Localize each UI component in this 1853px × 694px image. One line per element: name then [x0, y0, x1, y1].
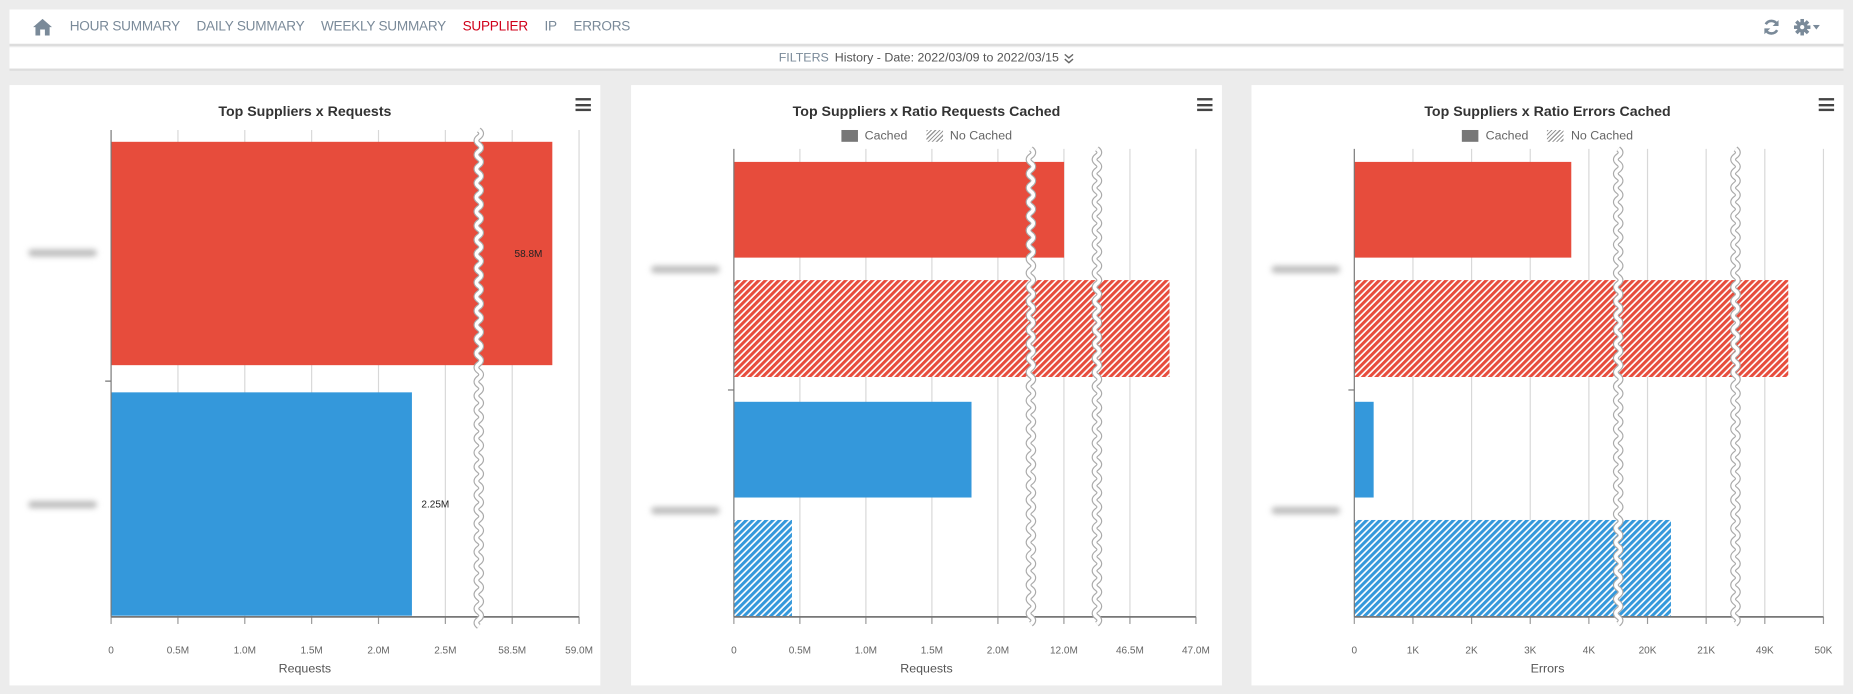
- bar: [733, 401, 972, 498]
- data-label: 2.25M: [421, 500, 449, 511]
- legend-item-cached[interactable]: Cached: [1461, 129, 1528, 143]
- category-label-redacted: [1271, 506, 1341, 515]
- x-tick-label: 0: [108, 646, 114, 657]
- bar: [111, 141, 553, 366]
- x-tick-label: 21K: [1697, 646, 1715, 657]
- x-tick-label: 2.5M: [434, 646, 456, 657]
- chart-requests: 0 0.5M 1.0M 1.5M 2.0M 2.5M 58.5M 59.0M 58.8M 2.25…: [28, 127, 593, 657]
- filters-bar[interactable]: FILTERS History - Date: 2022/03/09 to 20…: [9, 47, 1844, 71]
- x-tick-label: 0: [731, 646, 737, 657]
- x-tick-label: 59.0M: [565, 646, 593, 657]
- x-tick-label: 2.0M: [367, 646, 389, 657]
- nav-ip[interactable]: IP: [544, 19, 557, 34]
- category-label-redacted: [651, 506, 720, 515]
- bar: [1354, 161, 1572, 258]
- bar: [733, 519, 792, 617]
- chart-menu-icon[interactable]: [1818, 98, 1835, 112]
- nav-hour-summary[interactable]: HOUR SUMMARY: [69, 19, 180, 34]
- axis-break: [1092, 147, 1102, 626]
- x-tick-label: 1.5M: [921, 646, 943, 657]
- nav-supplier[interactable]: SUPPLIER: [462, 19, 529, 34]
- x-tick-label: 58.5M: [498, 646, 526, 657]
- chart-ratio-requests-cached: 0 0.5M 1.0M 1.5M 2.0M 12.0M 46.5M 47.0M: [651, 146, 1210, 657]
- nav-daily-summary[interactable]: DAILY SUMMARY: [196, 19, 305, 34]
- x-axis-label: Errors: [1530, 661, 1565, 676]
- bar: [733, 280, 1170, 377]
- x-axis-label: Requests: [900, 661, 953, 676]
- x-tick-label: 0: [1352, 646, 1358, 657]
- chart-panel-ratio-requests-cached: 0 0.5M 1.0M 1.5M 2.0M 12.0M 46.5M 47.0M Top Sup…: [631, 85, 1222, 686]
- x-tick-label: 1.5M: [300, 646, 322, 657]
- filters-summary: History - Date: 2022/03/09 to 2022/03/15: [834, 50, 1059, 65]
- chart-menu-icon[interactable]: [575, 98, 591, 112]
- data-label: 58.8M: [515, 249, 543, 260]
- top-nav: HOUR SUMMARY DAILY SUMMARY WEEKLY SUMMAR…: [9, 9, 1844, 47]
- chart-title: Top Suppliers x Ratio Errors Cached: [1424, 102, 1671, 120]
- x-tick-label: 49K: [1756, 646, 1774, 657]
- double-chevron-down-icon[interactable]: [1064, 53, 1075, 64]
- axis-break: [474, 128, 483, 628]
- x-tick-label: 46.5M: [1116, 646, 1144, 657]
- x-tick-label: 1.0M: [855, 646, 877, 657]
- x-tick-label: 1K: [1407, 646, 1420, 657]
- category-label-redacted: [28, 249, 97, 257]
- x-tick-label: 12.0M: [1050, 646, 1078, 657]
- filters-label: FILTERS: [778, 50, 829, 65]
- refresh-icon[interactable]: [1763, 18, 1780, 35]
- nav-weekly-summary[interactable]: WEEKLY SUMMARY: [320, 19, 447, 34]
- category-label-redacted: [1271, 265, 1341, 273]
- x-tick-label: 3K: [1524, 646, 1537, 657]
- x-tick-label: 0.5M: [789, 646, 811, 657]
- chart-ratio-errors-cached: 0 1K 2K 3K 4K 20K 21K 49K 50K: [1271, 146, 1833, 657]
- bar: [1354, 280, 1789, 377]
- chart-title: Top Suppliers x Requests: [218, 102, 392, 120]
- bar: [111, 392, 412, 616]
- legend-item-no-cached[interactable]: No Cached: [926, 129, 1012, 143]
- legend-item-no-cached[interactable]: No Cached: [1547, 129, 1633, 143]
- chart-panel-requests: 0 0.5M 1.0M 1.5M 2.0M 2.5M 58.5M 59.0M 58.8M 2.25…: [9, 85, 601, 686]
- nav-errors[interactable]: ERRORS: [573, 19, 631, 34]
- gear-icon: [1793, 18, 1811, 35]
- settings-dropdown[interactable]: [1793, 18, 1820, 35]
- chart-title: Top Suppliers x Ratio Requests Cached: [792, 102, 1061, 120]
- bar: [1354, 519, 1671, 617]
- x-tick-label: 0.5M: [167, 646, 189, 657]
- chart-menu-icon[interactable]: [1197, 98, 1213, 112]
- bar: [1354, 401, 1374, 498]
- x-tick-label: 47.0M: [1182, 646, 1210, 657]
- bar: [733, 161, 1065, 258]
- legend-item-cached[interactable]: Cached: [840, 129, 907, 143]
- x-tick-label: 1.0M: [234, 646, 256, 657]
- x-tick-label: 50K: [1815, 646, 1833, 657]
- category-label-redacted: [651, 265, 720, 273]
- axis-break: [1614, 147, 1623, 626]
- x-tick-label: 4K: [1583, 646, 1596, 657]
- x-axis-label: Requests: [278, 661, 332, 676]
- home-icon[interactable]: [33, 18, 52, 35]
- caret-down-icon: [1812, 24, 1820, 29]
- axis-break: [1026, 147, 1036, 626]
- legend: Cached No Cached: [1251, 129, 1843, 143]
- x-tick-label: 20K: [1639, 646, 1657, 657]
- axis-break: [1731, 147, 1740, 626]
- x-tick-label: 2K: [1465, 646, 1478, 657]
- chart-panel-ratio-errors-cached: 0 1K 2K 3K 4K 20K 21K 49K 50K Top Suppliers x Ra…: [1251, 85, 1844, 686]
- x-tick-label: 2.0M: [987, 646, 1009, 657]
- legend: Cached No Cached: [631, 129, 1222, 143]
- category-label-redacted: [28, 501, 97, 509]
